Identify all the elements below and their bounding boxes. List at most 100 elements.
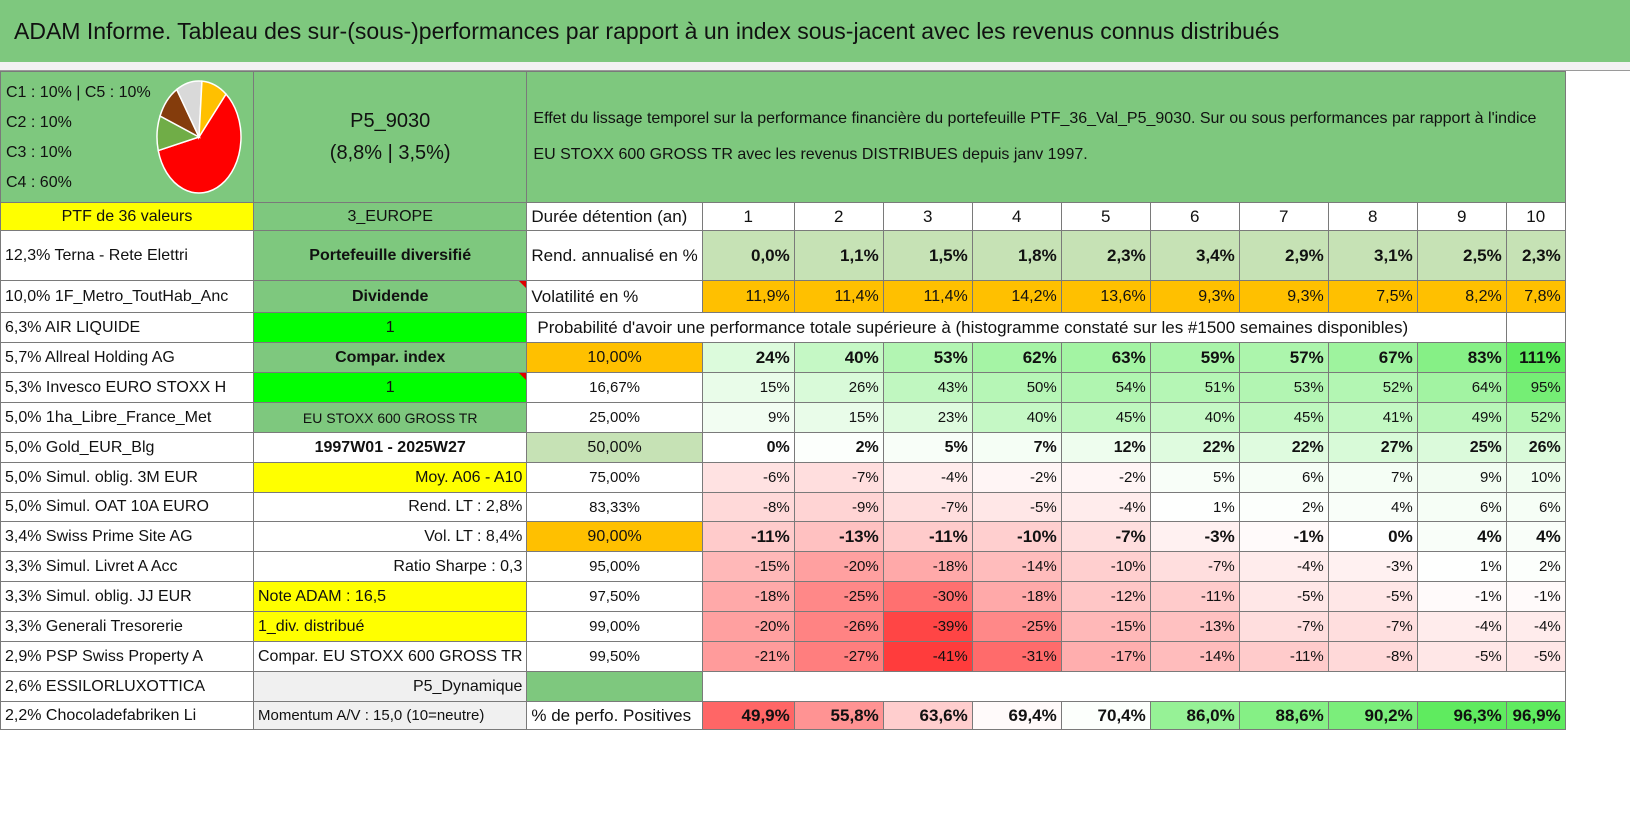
probability-value: -39% xyxy=(882,611,973,642)
volatility-label: Volatilité en % xyxy=(526,280,703,313)
probability-value: 1% xyxy=(1416,551,1507,582)
sheet-row: 5,0% 1ha_Libre_France_Met EU STOXX 600 GR… xyxy=(0,402,1566,433)
probability-value: 64% xyxy=(1416,372,1507,403)
probability-value: 10% xyxy=(1505,462,1566,493)
probability-value: -21% xyxy=(701,641,795,672)
probability-value: -20% xyxy=(701,611,795,642)
probability-value: -2% xyxy=(1060,462,1151,493)
holding-item: 2,6% ESSILORLUXOTTICA xyxy=(0,671,254,702)
flag-one: 1 xyxy=(252,312,528,343)
compar-index-label: Compar. index xyxy=(252,342,528,373)
probability-value: -4% xyxy=(882,462,973,493)
volatility-value: 7,8% xyxy=(1505,280,1566,313)
allocation-cell: C1 : 10% | C5 : 10% C2 : 10% C3 : 10% C4 : … xyxy=(0,71,254,203)
return-value: 2,3% xyxy=(1505,230,1566,281)
holding-item: 10,0% 1F_Metro_ToutHab_Anc xyxy=(0,280,254,313)
probability-value: -15% xyxy=(701,551,795,582)
sheet-row: 3,3% Simul. oblig. JJ EUR Note ADAM : 16,… xyxy=(0,581,1566,612)
probability-value: 52% xyxy=(1505,402,1566,433)
probability-value: -17% xyxy=(1060,641,1151,672)
probability-value: -12% xyxy=(1060,581,1151,612)
allocation-line: C4 : 60% xyxy=(6,174,72,191)
portfolio-type: Portefeuille diversifié xyxy=(252,230,528,281)
positive-value: 90,2% xyxy=(1327,701,1418,730)
probability-value: 62% xyxy=(971,342,1062,373)
positive-value: 96,9% xyxy=(1505,701,1566,730)
title-separator xyxy=(0,62,1630,71)
risk-profile: P5_Dynamique xyxy=(252,671,528,702)
volatility-value: 11,4% xyxy=(793,280,884,313)
positive-value: 70,4% xyxy=(1060,701,1151,730)
probability-value: 43% xyxy=(882,372,973,403)
average-window: Moy. A06 - A10 xyxy=(252,462,528,493)
probability-value: -2% xyxy=(971,462,1062,493)
long-term-return: Rend. LT : 2,8% xyxy=(252,492,528,522)
year-header: 1 xyxy=(701,202,795,231)
probability-value: 59% xyxy=(1149,342,1240,373)
year-header: 9 xyxy=(1416,202,1507,231)
probability-value: 4% xyxy=(1416,521,1507,552)
probability-value: -11% xyxy=(1149,581,1240,612)
probability-value: 52% xyxy=(1327,372,1418,403)
probability-value: 6% xyxy=(1238,462,1329,493)
probability-value: 95% xyxy=(1505,372,1566,403)
probability-value: 23% xyxy=(882,402,973,433)
probability-value: -6% xyxy=(701,462,795,493)
portfolio-code: P5_9030 xyxy=(350,110,431,132)
probability-value: 63% xyxy=(1060,342,1151,373)
probability-value: -10% xyxy=(971,521,1062,552)
threshold-label: 95,00% xyxy=(526,551,703,582)
volatility-value: 9,3% xyxy=(1238,280,1329,313)
probability-value: 5% xyxy=(1149,462,1240,493)
empty-green-cell xyxy=(526,671,703,702)
probability-value: -4% xyxy=(1060,492,1151,522)
threshold-label: 16,67% xyxy=(526,372,703,403)
probability-value: -31% xyxy=(971,641,1062,672)
probability-value: 40% xyxy=(1149,402,1240,433)
probability-value: -8% xyxy=(1327,641,1418,672)
probability-value: -7% xyxy=(882,492,973,522)
probability-value: 24% xyxy=(701,342,795,373)
probability-value: -5% xyxy=(1416,641,1507,672)
probability-value: -13% xyxy=(1149,611,1240,642)
positive-value: 88,6% xyxy=(1238,701,1329,730)
probability-value: 9% xyxy=(701,402,795,433)
probability-value: -8% xyxy=(701,492,795,522)
return-value: 3,1% xyxy=(1327,230,1418,281)
probability-value: 67% xyxy=(1327,342,1418,373)
volatility-value: 11,9% xyxy=(701,280,795,313)
year-header: 10 xyxy=(1505,202,1566,231)
threshold-label: 99,00% xyxy=(526,611,703,642)
ptf-label: PTF de 36 valeurs xyxy=(0,202,254,231)
positive-label: % de perfo. Positives xyxy=(526,701,703,730)
adam-note: Note ADAM : 16,5 xyxy=(252,581,528,612)
holding-item: 5,0% Simul. OAT 10A EURO xyxy=(0,492,254,522)
holding-item: 3,4% Swiss Prime Site AG xyxy=(0,521,254,552)
probability-value: -14% xyxy=(971,551,1062,582)
portfolio-stats: (8,8% | 3,5%) xyxy=(329,142,451,164)
probability-value: -5% xyxy=(1327,581,1418,612)
sheet-row: 6,3% AIR LIQUIDE 1 Probabilité d'avoir une… xyxy=(0,312,1566,343)
portfolio-code-cell: P5_9030 (8,8% | 3,5%) xyxy=(252,71,528,203)
holding-item: 5,0% 1ha_Libre_France_Met xyxy=(0,402,254,433)
probability-value: 111% xyxy=(1505,342,1566,373)
dividend-label: Dividende xyxy=(252,280,528,313)
empty-row-cell xyxy=(701,671,1566,702)
probability-value: -11% xyxy=(882,521,973,552)
probability-value: -27% xyxy=(793,641,884,672)
portfolio-description-text: Effet du lissage temporel sur la perform… xyxy=(533,110,1537,163)
return-value: 1,5% xyxy=(882,230,973,281)
dividend-mode: 1_div. distribué xyxy=(252,611,528,642)
probability-value: 41% xyxy=(1327,402,1418,433)
year-header: 6 xyxy=(1149,202,1240,231)
report-title: ADAM Informe. Tableau des sur-(sous-)per… xyxy=(0,0,1630,62)
period-range: 1997W01 - 2025W27 xyxy=(252,432,528,463)
probability-value: 4% xyxy=(1327,492,1418,522)
probability-value: -5% xyxy=(1505,641,1566,672)
momentum-score: Momentum A/V : 15,0 (10=neutre) xyxy=(252,701,528,730)
probability-value: 12% xyxy=(1060,432,1151,463)
year-header: 8 xyxy=(1327,202,1418,231)
comparison-index: Compar. EU STOXX 600 GROSS TR xyxy=(252,641,528,672)
holding-item: 3,3% Simul. oblig. JJ EUR xyxy=(0,581,254,612)
